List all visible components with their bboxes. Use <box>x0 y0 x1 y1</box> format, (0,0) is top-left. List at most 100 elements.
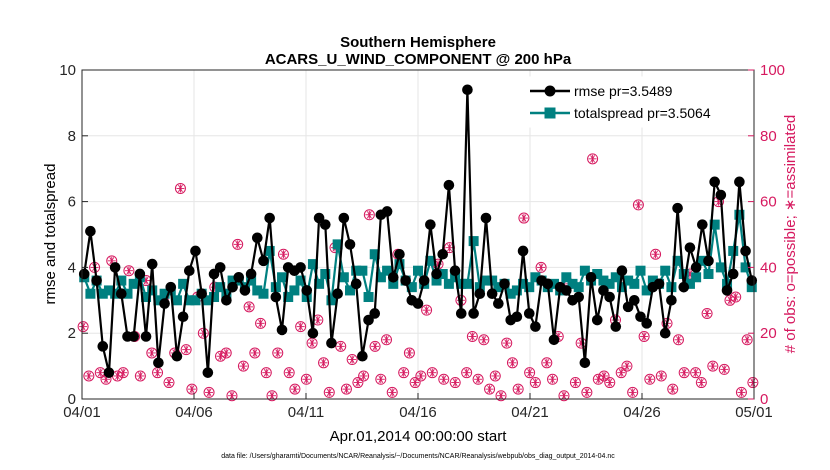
chart-subtitle: ACARS_U_WIND_COMPONENT @ 200 hPa <box>265 51 572 68</box>
rmse-point <box>493 298 504 309</box>
obs-possible-marker <box>295 321 307 333</box>
totalspread-point <box>480 275 491 286</box>
totalspread-point <box>295 275 306 286</box>
rmse-point <box>202 367 214 378</box>
obs-possible-marker <box>592 373 604 385</box>
y-tick-label: 0 <box>68 391 76 408</box>
obs-point <box>323 386 335 398</box>
obs-possible-marker <box>226 390 238 402</box>
obs-possible-marker <box>707 360 719 372</box>
y2-tick-label: 60 <box>760 194 777 211</box>
rmse-point <box>159 298 170 309</box>
x-tick-label: 05/01 <box>735 404 773 421</box>
rmse-point <box>227 281 238 293</box>
data-file-footer: data file: /Users/gharamti/Documents/NCA… <box>221 453 615 460</box>
rmse-point <box>511 311 523 323</box>
rmse-point <box>239 285 251 296</box>
obs-point <box>243 301 255 313</box>
rmse-point <box>109 262 121 273</box>
rmse-point <box>233 271 245 283</box>
obs-point <box>747 377 759 389</box>
obs-possible-marker <box>403 347 415 359</box>
y2-axis-label: # of obs: o=possible; ∗=assimilated <box>782 115 799 354</box>
totalspread-point <box>468 236 479 247</box>
obs-possible-marker <box>678 367 690 379</box>
totalspread-point <box>746 282 757 293</box>
obs-point <box>558 390 570 402</box>
totalspread-point <box>345 285 356 296</box>
rmse-point <box>573 291 584 303</box>
totalspread-point <box>147 285 158 296</box>
rmse-point <box>616 265 628 276</box>
totalspread-point <box>382 265 393 276</box>
obs-point <box>672 334 684 346</box>
rmse-point <box>307 327 319 339</box>
totalspread-point <box>505 288 516 299</box>
obs-possible-marker <box>243 301 255 313</box>
totalspread-point <box>573 282 584 293</box>
rmse-point <box>214 262 226 273</box>
totalspread-point <box>592 268 603 279</box>
totalspread-point <box>153 295 164 306</box>
rmse-point <box>610 321 622 332</box>
totalspread-point <box>202 295 213 306</box>
obs-possible-marker <box>495 390 507 402</box>
obs-possible-marker <box>558 390 570 402</box>
legend-totalspread-marker <box>544 107 556 119</box>
obs-point <box>398 367 410 379</box>
obs-point <box>547 373 559 385</box>
rmse-point <box>270 291 282 303</box>
obs-point <box>94 367 106 379</box>
obs-point <box>541 357 553 369</box>
rmse-point <box>344 239 356 250</box>
obs-possible-marker <box>415 370 427 382</box>
totalspread-point <box>579 265 590 276</box>
obs-possible-marker <box>741 334 753 346</box>
obs-possible-marker <box>690 367 702 379</box>
obs-point <box>741 334 753 346</box>
totalspread-point <box>567 278 578 289</box>
legend-rmse-label: rmse pr=3.5489 <box>574 83 673 99</box>
totalspread-point <box>351 265 362 276</box>
x-tick-label: 04/01 <box>63 404 101 421</box>
totalspread-point <box>431 275 442 286</box>
totalspread-point <box>178 278 189 289</box>
obs-possible-marker <box>547 373 559 385</box>
obs-possible-marker <box>638 330 650 342</box>
obs-possible-marker <box>369 340 381 352</box>
obs-point <box>535 261 547 273</box>
rmse-point <box>727 268 739 280</box>
obs-point <box>466 330 478 342</box>
rmse-point <box>740 245 751 257</box>
totalspread-point <box>530 272 541 283</box>
totalspread-point <box>548 278 559 289</box>
totalspread-point <box>221 288 232 299</box>
obs-point <box>266 390 278 402</box>
totalspread-point <box>388 278 399 289</box>
obs-markers <box>77 153 759 402</box>
obs-point <box>730 291 742 303</box>
totalspread-point <box>97 288 108 299</box>
obs-point <box>295 321 307 333</box>
rmse-point <box>103 367 115 378</box>
obs-possible-marker <box>232 238 244 250</box>
y2-tick-label: 40 <box>760 259 777 276</box>
totalspread-point <box>703 268 714 279</box>
rmse-point <box>394 248 405 260</box>
obs-possible-marker <box>644 373 656 385</box>
obs-point <box>255 317 267 329</box>
y-tick-label: 4 <box>68 259 76 276</box>
y-axis-label: rmse and totalspread <box>42 164 59 305</box>
obs-point <box>581 386 593 398</box>
totalspread-point <box>307 259 318 270</box>
obs-point <box>638 330 650 342</box>
rmse-series <box>78 84 758 378</box>
totalspread-point <box>128 278 139 289</box>
obs-possible-marker <box>180 344 192 356</box>
totalspread-point <box>326 295 337 306</box>
obs-point <box>174 182 186 194</box>
legend-totalspread-label: totalspread pr=3.5064 <box>574 105 711 121</box>
obs-possible-marker <box>478 334 490 346</box>
obs-possible-marker <box>272 347 284 359</box>
obs-point <box>260 367 272 379</box>
